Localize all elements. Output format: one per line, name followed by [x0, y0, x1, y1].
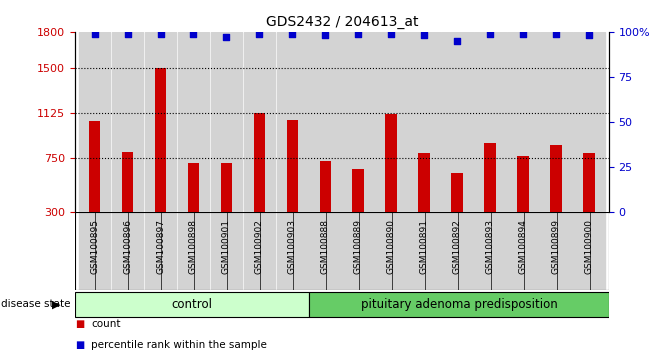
Bar: [474, 32, 506, 212]
Bar: [211, 32, 242, 212]
Bar: [507, 32, 539, 212]
Text: GSM100892: GSM100892: [452, 219, 462, 274]
Bar: [178, 212, 210, 290]
Text: ▶: ▶: [52, 299, 61, 309]
Point: [485, 31, 495, 36]
Bar: [376, 32, 407, 212]
Bar: [89, 121, 100, 212]
Text: control: control: [172, 298, 213, 311]
Bar: [441, 32, 473, 212]
Bar: [451, 173, 463, 212]
Bar: [376, 212, 407, 290]
Text: GSM100899: GSM100899: [551, 219, 561, 274]
Bar: [112, 32, 143, 212]
Text: pituitary adenoma predisposition: pituitary adenoma predisposition: [361, 298, 557, 311]
Text: GSM100900: GSM100900: [585, 219, 594, 274]
Bar: [550, 145, 562, 212]
Bar: [540, 212, 572, 290]
Bar: [573, 32, 605, 212]
Text: GSM100896: GSM100896: [123, 219, 132, 274]
Bar: [419, 153, 430, 212]
Bar: [408, 32, 440, 212]
Bar: [243, 212, 275, 290]
Bar: [145, 212, 176, 290]
Bar: [286, 120, 298, 212]
Bar: [320, 161, 331, 212]
Point: [584, 33, 594, 38]
Bar: [408, 212, 440, 290]
Bar: [309, 212, 341, 290]
Point: [156, 31, 166, 36]
Bar: [145, 32, 176, 212]
Text: disease state: disease state: [1, 299, 70, 309]
Point: [386, 31, 396, 36]
Bar: [309, 292, 609, 317]
Point: [221, 34, 232, 40]
Bar: [342, 32, 374, 212]
Bar: [352, 169, 364, 212]
Bar: [474, 212, 506, 290]
Text: GSM100898: GSM100898: [189, 219, 198, 274]
Bar: [79, 212, 111, 290]
Text: ■: ■: [75, 340, 84, 350]
Bar: [155, 68, 166, 212]
Bar: [75, 292, 309, 317]
Text: GSM100889: GSM100889: [353, 219, 363, 274]
Point: [452, 38, 462, 44]
Point: [353, 31, 363, 36]
Bar: [518, 156, 529, 212]
Point: [188, 31, 199, 36]
Text: GSM100890: GSM100890: [387, 219, 396, 274]
Bar: [221, 163, 232, 212]
Text: GSM100897: GSM100897: [156, 219, 165, 274]
Text: ■: ■: [75, 319, 84, 329]
Bar: [211, 212, 242, 290]
Bar: [277, 32, 308, 212]
Bar: [277, 212, 308, 290]
Title: GDS2432 / 204613_at: GDS2432 / 204613_at: [266, 16, 418, 29]
Point: [518, 31, 528, 36]
Text: GSM100901: GSM100901: [222, 219, 231, 274]
Bar: [507, 212, 539, 290]
Bar: [122, 152, 133, 212]
Point: [419, 33, 430, 38]
Text: GSM100903: GSM100903: [288, 219, 297, 274]
Bar: [112, 212, 143, 290]
Text: GSM100891: GSM100891: [420, 219, 428, 274]
Bar: [385, 114, 397, 212]
Bar: [178, 32, 210, 212]
Bar: [187, 163, 199, 212]
Bar: [309, 32, 341, 212]
Bar: [583, 153, 594, 212]
Text: percentile rank within the sample: percentile rank within the sample: [91, 340, 267, 350]
Text: GSM100895: GSM100895: [90, 219, 99, 274]
Text: GSM100894: GSM100894: [518, 219, 527, 274]
Text: GSM100888: GSM100888: [321, 219, 330, 274]
Bar: [573, 212, 605, 290]
Bar: [79, 32, 111, 212]
Point: [89, 31, 100, 36]
Bar: [540, 32, 572, 212]
Text: GSM100902: GSM100902: [255, 219, 264, 274]
Text: GSM100893: GSM100893: [486, 219, 495, 274]
Bar: [342, 212, 374, 290]
Bar: [484, 143, 496, 212]
Point: [287, 31, 298, 36]
Point: [122, 31, 133, 36]
Text: count: count: [91, 319, 120, 329]
Point: [254, 31, 264, 36]
Point: [551, 31, 561, 36]
Point: [320, 33, 331, 38]
Bar: [254, 113, 265, 212]
Bar: [441, 212, 473, 290]
Bar: [243, 32, 275, 212]
